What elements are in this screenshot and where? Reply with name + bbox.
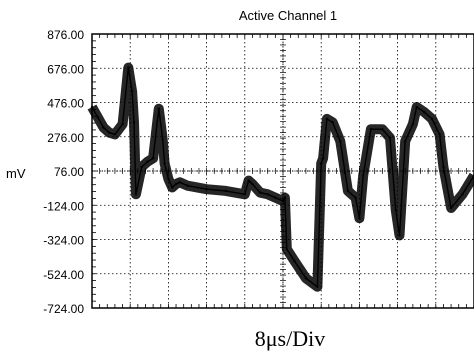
trace-point bbox=[423, 110, 426, 114]
chart-title: Active Channel 1 bbox=[239, 8, 337, 23]
trace-channel-1 bbox=[87, 62, 474, 292]
trace-point bbox=[461, 193, 464, 196]
trace-point bbox=[151, 157, 155, 160]
trace-point bbox=[247, 179, 250, 182]
trace-point bbox=[274, 196, 277, 199]
trace-point bbox=[281, 199, 285, 203]
trace-point bbox=[381, 128, 384, 131]
trace-point bbox=[404, 140, 407, 143]
trace-point bbox=[398, 234, 401, 237]
trace-point bbox=[134, 193, 138, 196]
trace-point bbox=[325, 117, 329, 121]
trace-point bbox=[388, 136, 392, 139]
trace-point bbox=[283, 196, 287, 199]
trace-point bbox=[249, 181, 252, 184]
y-tick-label: -724.00 bbox=[43, 302, 84, 316]
plot-grid bbox=[91, 33, 474, 309]
trace-point bbox=[438, 133, 441, 136]
trace-point bbox=[285, 247, 289, 251]
trace-point bbox=[442, 165, 445, 169]
trace-point bbox=[266, 193, 269, 196]
trace-point bbox=[224, 189, 227, 193]
trace-point bbox=[127, 66, 130, 69]
trace-point bbox=[293, 259, 296, 263]
trace-point bbox=[96, 116, 99, 119]
trace-point bbox=[320, 162, 323, 165]
y-tick-label: 76.00 bbox=[54, 165, 84, 179]
trace-point bbox=[415, 105, 418, 109]
trace-point bbox=[171, 186, 174, 189]
trace-point bbox=[174, 182, 178, 186]
trace-point bbox=[163, 162, 166, 165]
trace-point bbox=[339, 140, 342, 143]
trace-point bbox=[411, 122, 415, 126]
plot-frame bbox=[91, 33, 474, 309]
trace-point bbox=[157, 107, 161, 110]
trace-point bbox=[107, 131, 111, 134]
trace-point bbox=[167, 177, 170, 181]
trace-point bbox=[205, 187, 208, 191]
trace-point bbox=[358, 217, 361, 220]
trace-line bbox=[91, 67, 474, 289]
time-base-label: 8μs/Div bbox=[255, 326, 325, 351]
trace-point bbox=[146, 160, 149, 163]
y-tick-label: -524.00 bbox=[43, 268, 84, 282]
y-tick-labels: 876.00 676.00 476.00 276.00 76.00 -124.00 -324… bbox=[43, 28, 84, 316]
y-tick-label: -324.00 bbox=[43, 234, 84, 248]
trace-point bbox=[130, 90, 134, 93]
trace-point bbox=[140, 165, 143, 169]
y-axis-unit-label: mV bbox=[6, 166, 26, 181]
y-tick-label: 676.00 bbox=[47, 62, 84, 76]
y-tick-label: 476.00 bbox=[47, 97, 84, 111]
trace-point bbox=[251, 182, 254, 186]
trace-point bbox=[362, 174, 365, 177]
trace-point bbox=[331, 121, 334, 124]
y-tick-label: 276.00 bbox=[47, 131, 84, 145]
trace-point bbox=[394, 208, 397, 211]
trace-point bbox=[121, 122, 124, 126]
trace-point bbox=[258, 191, 262, 194]
trace-point bbox=[132, 121, 136, 124]
trace-point bbox=[321, 157, 325, 160]
trace-point bbox=[113, 133, 117, 136]
trace-point bbox=[346, 189, 350, 193]
trace-point bbox=[243, 193, 246, 196]
y-tick-label: 876.00 bbox=[47, 28, 84, 42]
trace-point bbox=[354, 196, 357, 199]
trace-point bbox=[449, 206, 453, 210]
trace-point bbox=[178, 181, 182, 184]
trace-point bbox=[316, 285, 319, 288]
y-tick-label: -124.00 bbox=[43, 199, 84, 213]
trace-point bbox=[102, 126, 105, 129]
trace-point bbox=[161, 138, 164, 141]
trace-point bbox=[369, 128, 373, 131]
trace-point bbox=[304, 277, 308, 280]
trace-point bbox=[430, 117, 434, 121]
trace-point bbox=[186, 184, 189, 187]
